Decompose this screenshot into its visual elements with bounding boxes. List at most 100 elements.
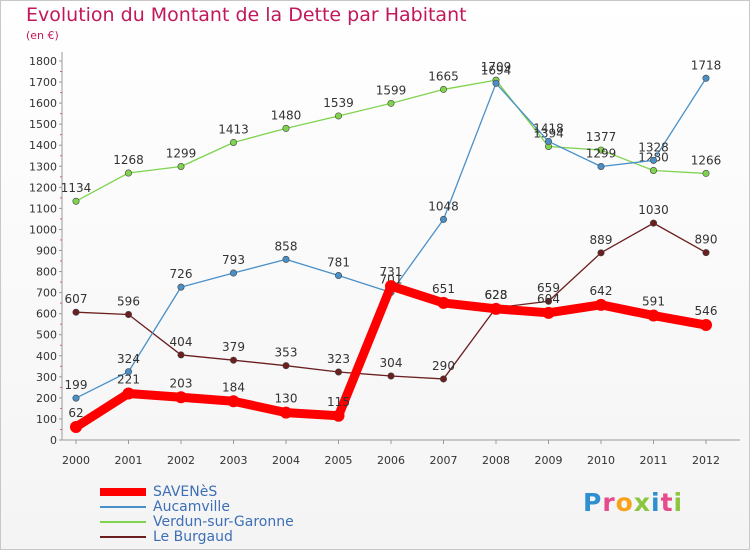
data-label: 659 xyxy=(537,281,560,295)
data-label: 701 xyxy=(380,272,403,286)
legend-item: Aucamville xyxy=(100,500,294,515)
data-label: 353 xyxy=(275,346,298,360)
y-tick-label: 1400 xyxy=(29,139,57,152)
data-label: 1268 xyxy=(113,153,144,167)
data-label: 290 xyxy=(432,359,455,373)
data-point xyxy=(439,215,447,223)
data-point xyxy=(125,368,133,376)
data-point xyxy=(702,249,710,257)
data-label: 304 xyxy=(380,356,403,370)
legend-swatch xyxy=(100,488,146,496)
data-point xyxy=(597,146,605,154)
y-tick-label: 700 xyxy=(36,287,57,300)
data-point xyxy=(280,406,292,419)
data-label: 726 xyxy=(170,267,193,281)
data-label: 1394 xyxy=(533,126,564,140)
y-tick-label: 1500 xyxy=(29,118,57,131)
data-point xyxy=(175,391,187,404)
data-label: 221 xyxy=(117,372,140,386)
data-label: 1718 xyxy=(691,58,722,72)
data-point xyxy=(230,138,238,146)
data-label: 1665 xyxy=(428,69,459,83)
legend-label: Aucamville xyxy=(153,499,230,515)
data-label: 731 xyxy=(380,265,403,279)
data-point xyxy=(72,308,80,316)
data-label: 115 xyxy=(327,395,350,409)
data-point xyxy=(332,409,345,422)
x-tick-label: 2009 xyxy=(535,454,563,467)
data-point xyxy=(227,395,240,408)
data-label: 604 xyxy=(537,292,560,306)
data-label: 858 xyxy=(275,239,298,253)
data-point xyxy=(597,249,605,257)
data-label: 1599 xyxy=(376,83,407,97)
data-label: 323 xyxy=(327,352,350,366)
data-label: 62 xyxy=(68,406,83,420)
legend-label: Le Burgaud xyxy=(153,529,233,545)
legend-item: Le Burgaud xyxy=(100,530,294,545)
data-point xyxy=(387,372,395,380)
data-point xyxy=(702,169,710,177)
data-point xyxy=(177,283,185,291)
data-point xyxy=(544,137,552,145)
data-point xyxy=(334,272,342,280)
data-point xyxy=(177,162,185,170)
data-point xyxy=(125,169,133,177)
data-label: 628 xyxy=(485,288,508,302)
data-point xyxy=(700,319,712,332)
data-point xyxy=(649,219,657,227)
data-point xyxy=(282,124,290,132)
data-point xyxy=(439,85,447,93)
data-label: 591 xyxy=(642,295,665,309)
data-point xyxy=(437,296,450,309)
data-label: 1030 xyxy=(638,203,669,217)
y-tick-label: 0 xyxy=(50,434,57,447)
data-point xyxy=(230,356,238,364)
data-label: 203 xyxy=(170,376,193,390)
data-label: 1694 xyxy=(481,63,512,77)
data-label: 324 xyxy=(117,352,140,366)
data-label: 130 xyxy=(275,392,298,406)
data-label: 1299 xyxy=(586,146,617,160)
data-point xyxy=(177,351,185,359)
data-label: 546 xyxy=(695,304,718,318)
data-label: 1539 xyxy=(323,96,354,110)
data-label: 1413 xyxy=(218,122,249,136)
data-point xyxy=(649,166,657,174)
data-point xyxy=(125,311,133,319)
y-tick-label: 600 xyxy=(36,308,57,321)
y-tick-label: 100 xyxy=(36,413,57,426)
data-label: 642 xyxy=(590,284,613,298)
x-tick-label: 2011 xyxy=(640,454,668,467)
data-point xyxy=(490,302,502,315)
data-label: 607 xyxy=(65,292,88,306)
data-point xyxy=(649,156,657,164)
chart-title: Evolution du Montant de la Dette par Hab… xyxy=(26,4,467,26)
data-label: 793 xyxy=(222,253,245,267)
data-label: 781 xyxy=(327,256,350,270)
chart-legend: SAVENèS Aucamville Verdun-sur-Garonne Le Bu… xyxy=(100,485,294,545)
data-point xyxy=(334,112,342,120)
legend-swatch xyxy=(100,536,146,538)
x-tick-label: 2007 xyxy=(430,454,458,467)
data-label: 596 xyxy=(117,295,140,309)
data-label: 1299 xyxy=(166,146,197,160)
data-label: 1418 xyxy=(533,121,564,135)
legend-label: Verdun-sur-Garonne xyxy=(153,514,294,530)
data-point xyxy=(595,298,607,311)
y-tick-label: 1700 xyxy=(29,76,57,89)
x-tick-label: 2005 xyxy=(325,454,353,467)
y-tick-label: 1100 xyxy=(29,202,57,215)
data-label: 1134 xyxy=(61,181,92,195)
data-point xyxy=(439,375,447,383)
y-tick-label: 1800 xyxy=(29,55,57,68)
data-label: 1328 xyxy=(638,140,669,154)
legend-item: Verdun-sur-Garonne xyxy=(100,515,294,530)
legend-item: SAVENèS xyxy=(100,485,294,500)
data-point xyxy=(647,309,660,322)
data-label: 623 xyxy=(485,288,508,302)
legend-swatch xyxy=(100,521,146,523)
y-tick-label: 1200 xyxy=(29,181,57,194)
